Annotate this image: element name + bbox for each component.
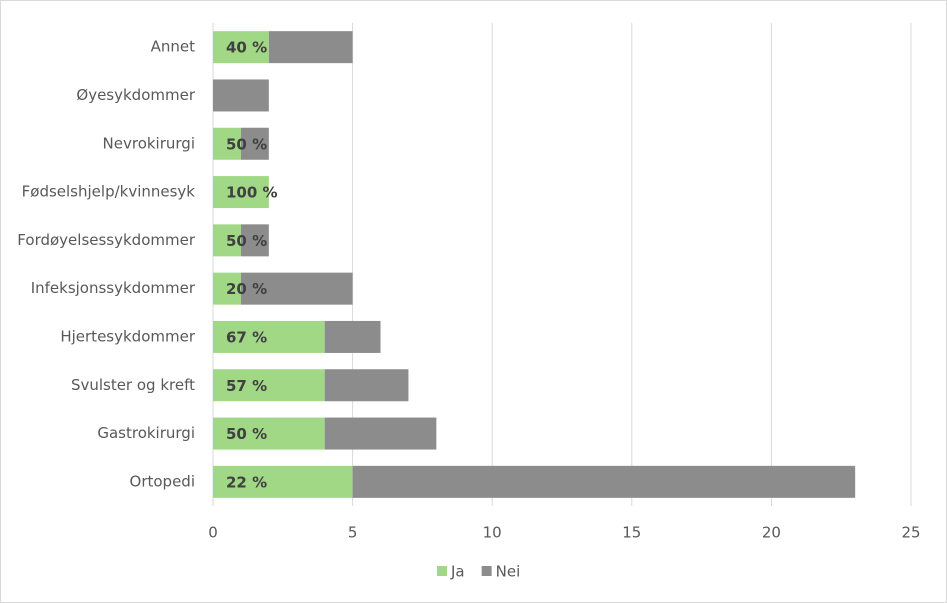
- bar: [213, 369, 325, 402]
- y-tick-label: Annet: [151, 38, 196, 56]
- bar: [213, 320, 325, 353]
- legend-label: Ja: [450, 563, 465, 581]
- data-label: 50 %: [226, 135, 267, 153]
- bar: [352, 465, 856, 498]
- bar: [240, 272, 353, 305]
- y-tick-label: Infeksjonssykdommer: [31, 279, 196, 297]
- data-label: 50 %: [226, 425, 267, 443]
- y-tick-label: Fødselshjelp/kvinnesyk: [22, 183, 196, 201]
- bar: [240, 224, 269, 257]
- x-tick-label: 25: [901, 524, 920, 542]
- bar: [268, 31, 353, 64]
- legend-label: Nei: [496, 563, 521, 581]
- y-tick-label: Ortopedi: [130, 472, 195, 490]
- x-tick-label: 15: [622, 524, 641, 542]
- data-label: 50 %: [226, 232, 267, 250]
- y-tick-label: Øyesykdommer: [76, 86, 195, 104]
- data-label: 100 %: [226, 184, 278, 202]
- data-label: 40 %: [226, 39, 267, 57]
- bar: [240, 127, 269, 160]
- y-tick-label: Gastrokirurgi: [97, 424, 195, 442]
- y-tick-label: Hjertesykdommer: [60, 327, 195, 345]
- data-label: 20 %: [226, 280, 267, 298]
- x-tick-label: 5: [348, 524, 358, 542]
- bar: [213, 417, 325, 450]
- legend-swatch: [481, 566, 492, 576]
- y-tick-label: Nevrokirurgi: [103, 134, 195, 152]
- bar: [213, 224, 241, 257]
- x-tick-label: 10: [483, 524, 502, 542]
- bar: [213, 272, 241, 305]
- y-tick-label: Svulster og kreft: [71, 376, 195, 394]
- legend-swatch: [437, 566, 447, 576]
- bar: [213, 31, 269, 64]
- data-label: 67 %: [226, 328, 267, 346]
- bar: [213, 79, 269, 112]
- data-label: 22 %: [226, 473, 267, 491]
- bar: [324, 369, 409, 402]
- bar: [213, 465, 353, 498]
- y-tick-label: Fordøyelsessykdommer: [17, 231, 196, 249]
- bar: [213, 176, 269, 209]
- bar: [324, 417, 437, 450]
- x-tick-label: 20: [762, 524, 781, 542]
- x-tick-label: 0: [208, 524, 218, 542]
- bar: [324, 320, 381, 353]
- bar: [213, 127, 241, 160]
- data-label: 57 %: [226, 377, 267, 395]
